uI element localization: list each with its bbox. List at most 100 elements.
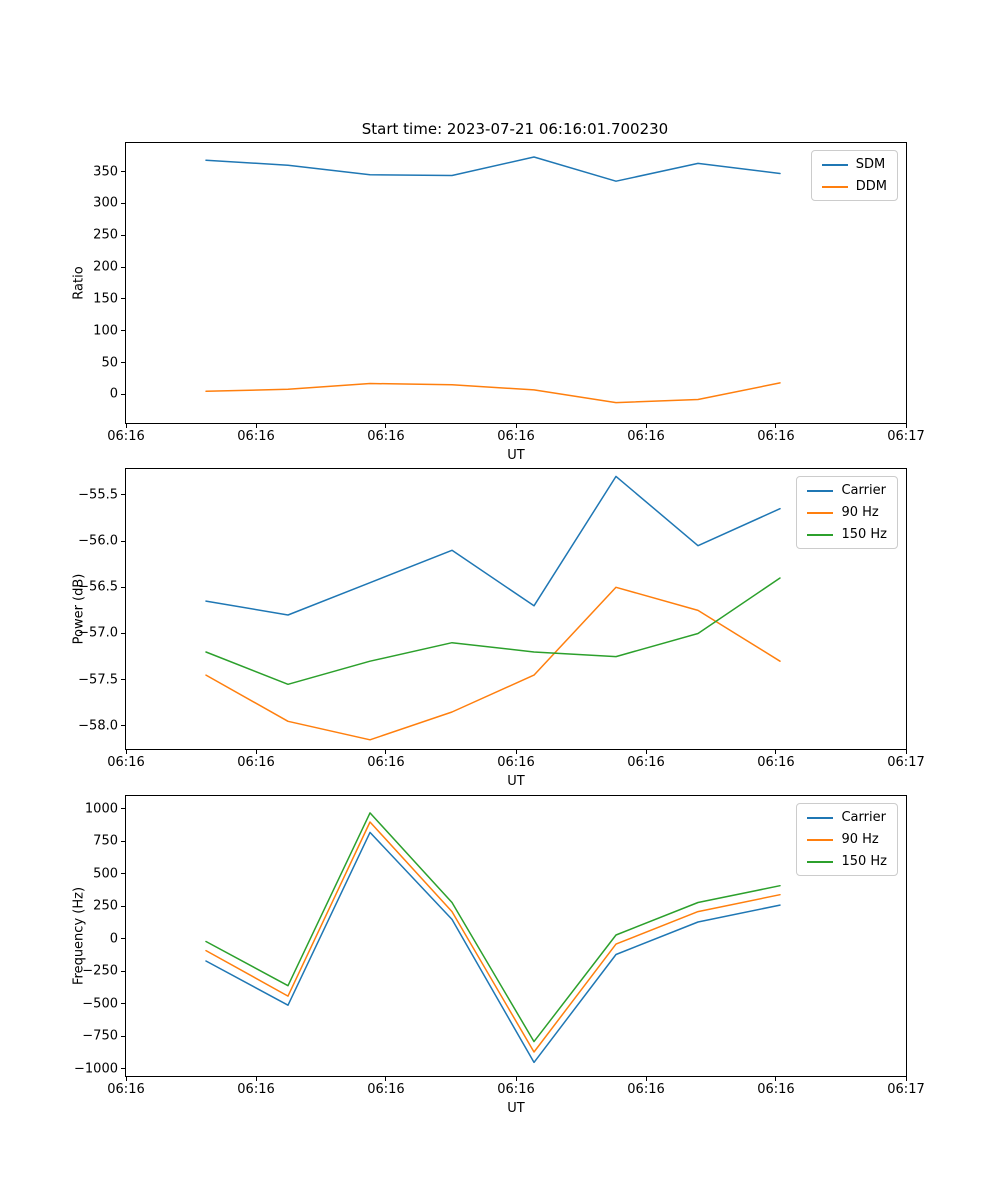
y-tick bbox=[121, 362, 125, 364]
y-tick bbox=[121, 298, 125, 300]
figure-title: Start time: 2023-07-21 06:16:01.700230 bbox=[361, 120, 669, 138]
line-carrier bbox=[205, 831, 781, 1064]
x-tick-label: 06:17 bbox=[887, 1082, 925, 1097]
x-tick-label: 06:16 bbox=[367, 429, 405, 444]
y-axis-label: Ratio bbox=[71, 266, 87, 300]
plot-area-frequency-hz bbox=[205, 812, 781, 1064]
axes-frequency: 06:16 06:16 06:16 06:16 06:16 06:16 06:17 1000 7… bbox=[72, 795, 925, 1116]
y-tick-label: −55.5 bbox=[78, 487, 118, 503]
y-tick bbox=[121, 873, 125, 875]
legend-line-sample bbox=[807, 816, 834, 819]
x-tick bbox=[645, 750, 647, 754]
y-tick bbox=[121, 1068, 125, 1070]
y-tick bbox=[121, 330, 125, 332]
legend-line-sample bbox=[821, 163, 848, 166]
legend-item-sdm: SDM bbox=[821, 157, 887, 172]
y-tick bbox=[121, 905, 125, 907]
legend-line-sample bbox=[807, 489, 834, 492]
y-tick bbox=[121, 808, 125, 810]
y-tick bbox=[121, 970, 125, 972]
y-tick bbox=[121, 540, 125, 542]
x-tick-label: 06:16 bbox=[627, 429, 665, 444]
x-tick-label: 06:16 bbox=[107, 429, 145, 444]
x-tick bbox=[645, 1077, 647, 1081]
x-tick-label: 06:16 bbox=[367, 755, 405, 770]
y-tick bbox=[121, 679, 125, 681]
y-tick-label: 350 bbox=[93, 164, 118, 180]
y-tick-label: 0 bbox=[109, 931, 118, 947]
y-tick-label: 250 bbox=[93, 898, 118, 914]
x-tick bbox=[385, 424, 387, 428]
x-tick bbox=[255, 424, 257, 428]
y-tick bbox=[121, 393, 125, 395]
x-tick bbox=[775, 1077, 777, 1081]
x-tick-label: 06:16 bbox=[107, 1082, 145, 1097]
legend-item-90-hz: 90 Hz bbox=[807, 832, 887, 847]
y-tick-label: −56.5 bbox=[78, 579, 118, 595]
legend-label: 150 Hz bbox=[841, 527, 887, 542]
x-tick-label: 06:16 bbox=[757, 429, 795, 444]
line-90-hz bbox=[205, 586, 781, 741]
plot-area-ratio bbox=[205, 156, 781, 404]
x-tick bbox=[515, 750, 517, 754]
line-sdm bbox=[205, 156, 781, 182]
x-tick-label: 06:17 bbox=[887, 755, 925, 770]
x-tick bbox=[905, 1077, 907, 1081]
y-tick-label: −57.0 bbox=[78, 625, 118, 641]
legend-item-150-hz: 150 Hz bbox=[807, 527, 887, 542]
plot-area-power-db bbox=[205, 475, 781, 741]
line-90-hz bbox=[205, 821, 781, 1053]
y-tick bbox=[121, 171, 125, 173]
y-tick-label: −58.0 bbox=[78, 718, 118, 734]
legend-item-150-hz: 150 Hz bbox=[807, 854, 887, 869]
y-tick-label: −57.5 bbox=[78, 672, 118, 688]
legend-line-sample bbox=[807, 533, 834, 536]
x-tick-label: 06:16 bbox=[237, 429, 275, 444]
legend-label: SDM bbox=[855, 157, 886, 172]
x-tick bbox=[125, 424, 127, 428]
x-tick bbox=[385, 750, 387, 754]
x-tick bbox=[255, 750, 257, 754]
y-tick bbox=[121, 494, 125, 496]
y-tick-label: 250 bbox=[93, 227, 118, 243]
legend-item-90-hz: 90 Hz bbox=[807, 505, 887, 520]
x-tick-label: 06:17 bbox=[887, 429, 925, 444]
y-tick-label: 200 bbox=[93, 259, 118, 275]
y-tick-label: 0 bbox=[109, 386, 118, 402]
y-tick-label: 150 bbox=[93, 291, 118, 307]
x-tick-label: 06:16 bbox=[107, 755, 145, 770]
y-axis-label: Power (dB) bbox=[71, 573, 87, 645]
y-tick-label: −56.0 bbox=[78, 533, 118, 549]
y-tick bbox=[121, 202, 125, 204]
legend-label: Carrier bbox=[841, 810, 886, 825]
x-tick-label: 06:16 bbox=[757, 1082, 795, 1097]
legend-label: 150 Hz bbox=[841, 854, 887, 869]
x-tick-label: 06:16 bbox=[237, 755, 275, 770]
line-carrier bbox=[205, 475, 781, 616]
axes-power: 06:16 06:16 06:16 06:16 06:16 06:16 06:17 −55.5… bbox=[72, 468, 925, 789]
legend-label: 90 Hz bbox=[841, 505, 879, 520]
y-tick bbox=[121, 586, 125, 588]
y-tick bbox=[121, 1003, 125, 1005]
x-tick bbox=[775, 750, 777, 754]
axes-ratio: 06:16 06:16 06:16 06:16 06:16 06:16 06:17 350 30… bbox=[72, 142, 925, 463]
x-tick bbox=[255, 1077, 257, 1081]
y-tick bbox=[121, 632, 125, 634]
y-axis-label: Frequency (Hz) bbox=[71, 886, 87, 986]
y-tick bbox=[121, 266, 125, 268]
x-tick bbox=[645, 424, 647, 428]
line-ddm bbox=[205, 382, 781, 404]
y-tick bbox=[121, 840, 125, 842]
x-axis-label: UT bbox=[507, 1101, 525, 1116]
line-150-hz bbox=[205, 812, 781, 1043]
y-tick bbox=[121, 1035, 125, 1037]
legend-item-carrier: Carrier bbox=[807, 810, 887, 825]
y-tick bbox=[121, 725, 125, 727]
x-tick-label: 06:16 bbox=[627, 755, 665, 770]
y-tick-label: −250 bbox=[82, 963, 118, 979]
line-150-hz bbox=[205, 577, 781, 686]
y-tick bbox=[121, 234, 125, 236]
x-tick bbox=[905, 750, 907, 754]
legend-line-sample bbox=[821, 185, 848, 188]
